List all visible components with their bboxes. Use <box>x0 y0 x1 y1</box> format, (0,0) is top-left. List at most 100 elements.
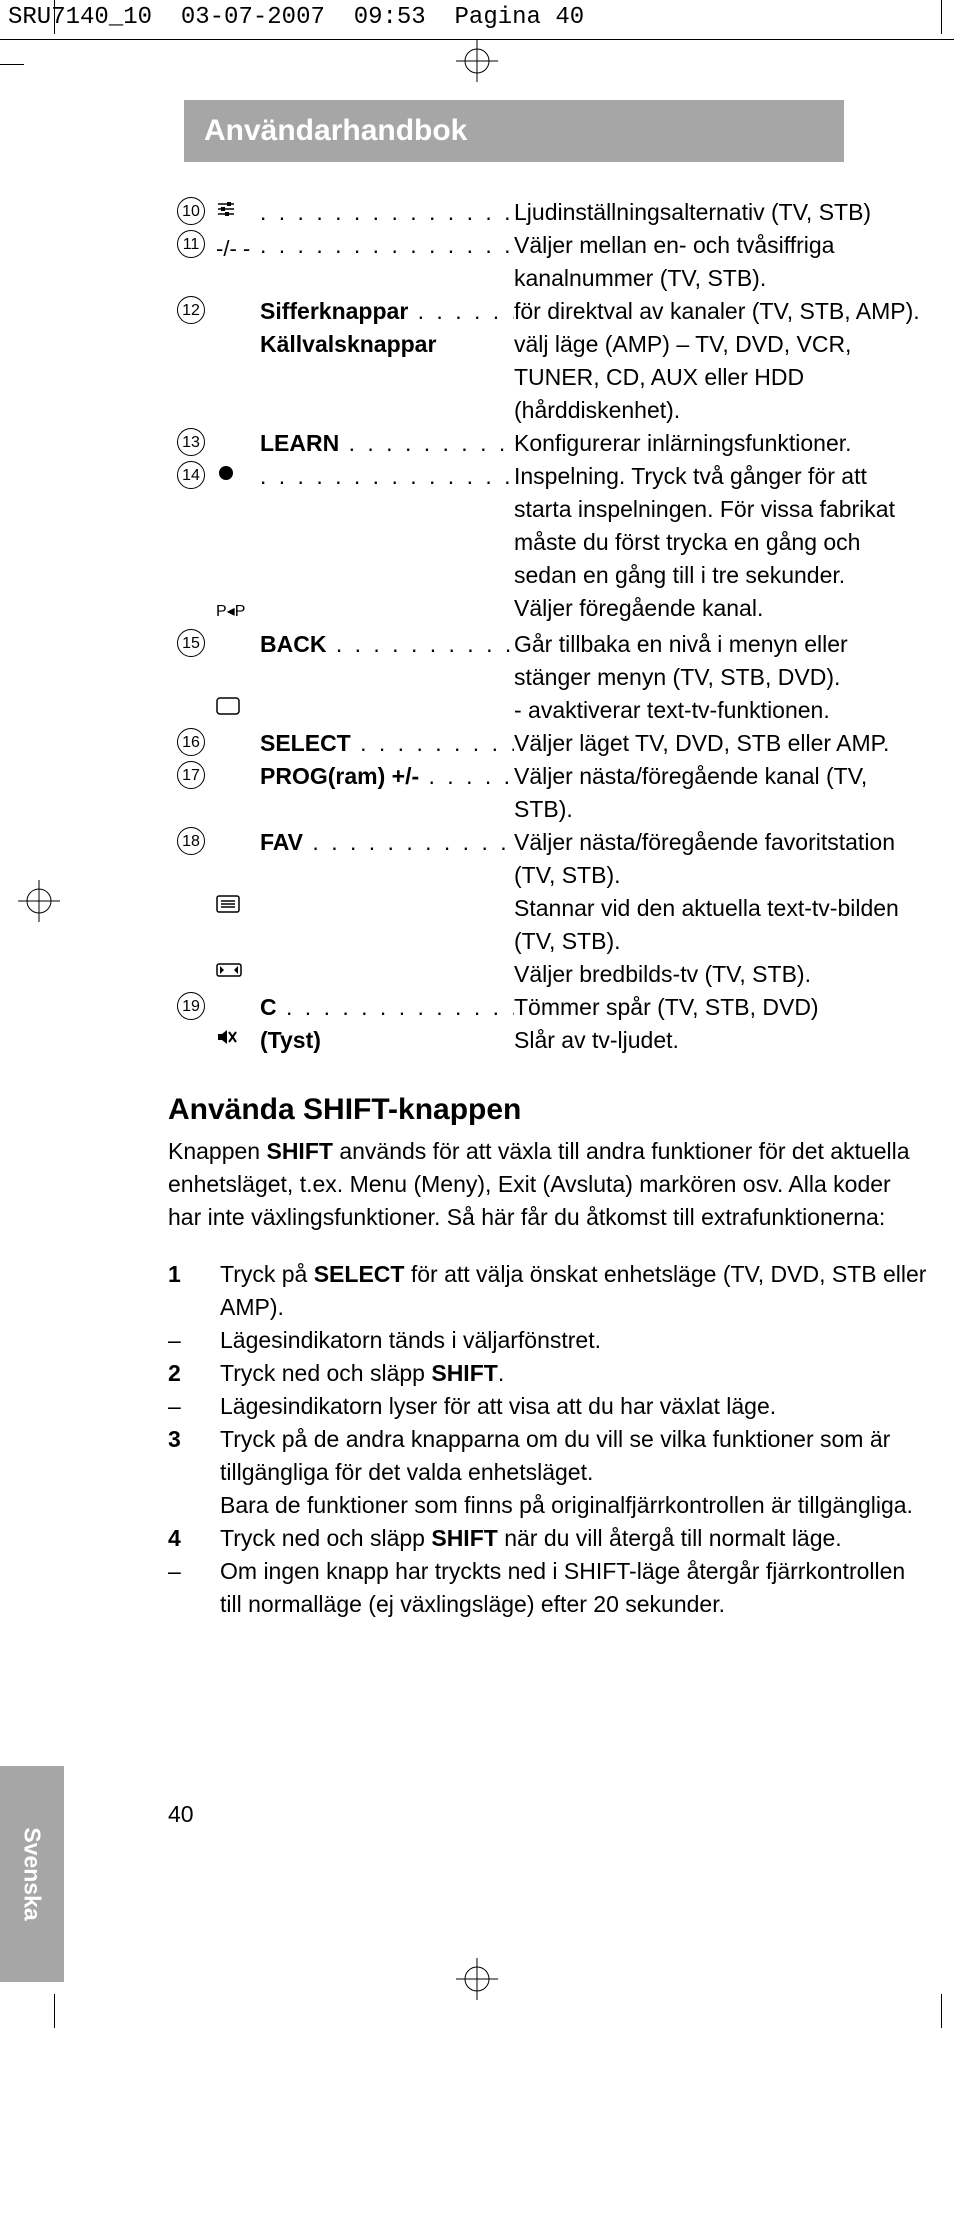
definition-desc: Väljer bredbilds-tv (TV, STB). <box>514 958 928 991</box>
definition-desc: Ljudinställningsalternativ (TV, STB) <box>514 196 928 229</box>
item-number: 19 <box>177 992 205 1020</box>
definition-row: Källvalsknapparvälj läge (AMP) – TV, DVD… <box>168 328 928 427</box>
step-marker: 3 <box>168 1423 220 1456</box>
definition-desc: Väljer mellan en- och tvåsiffriga kanaln… <box>514 229 928 295</box>
definition-row: 18 FAV . . . . . . . . . . . . . . . . . … <box>168 826 928 892</box>
definition-desc: Konfigurerar inlärningsfunktioner. <box>514 427 928 460</box>
definition-label: LEARN . . . . . . . . . . . . . . . . . … <box>260 427 514 460</box>
mute-icon <box>214 1024 260 1047</box>
definition-label: . . . . . . . . . . . . . . . . . . . . … <box>260 460 514 493</box>
definitions-list: 10 . . . . . . . . . . . . . . . . . . .… <box>168 196 928 1057</box>
definition-row: 17 PROG(ram) +/- . . . . . . . . . . . . … <box>168 760 928 826</box>
step-row: 1Tryck på SELECT för att välja önskat en… <box>168 1258 928 1324</box>
definition-row: 11-/- - . . . . . . . . . . . . . . . . … <box>168 229 928 295</box>
crop-mark <box>941 0 942 34</box>
icon-slot <box>214 295 260 298</box>
definition-desc: Väljer läget TV, DVD, STB eller AMP. <box>514 727 928 760</box>
step-text: Lägesindikatorn tänds i väljarfönstret. <box>220 1324 928 1357</box>
definition-label: SELECT . . . . . . . . . . . . . . . . .… <box>260 727 514 760</box>
definition-label: Sifferknappar . . . . . . . . . . . . . … <box>260 295 514 328</box>
definition-row: 13 LEARN . . . . . . . . . . . . . . . . … <box>168 427 928 460</box>
step-text: Tryck ned och släpp SHIFT när du vill åt… <box>220 1522 928 1555</box>
definition-row: 19 C . . . . . . . . . . . . . . . . . . … <box>168 991 928 1024</box>
step-text: Tryck på de andra knapparna om du vill s… <box>220 1423 928 1522</box>
definition-label: PROG(ram) +/- . . . . . . . . . . . . . … <box>260 760 514 793</box>
item-number: 15 <box>177 629 205 657</box>
registration-mark-top <box>456 40 498 82</box>
definition-label: Källvalsknappar <box>260 328 514 361</box>
definition-desc: Stannar vid den aktuella text-tv-bilden … <box>514 892 928 958</box>
definition-row: Väljer bredbilds-tv (TV, STB). <box>168 958 928 991</box>
step-marker: – <box>168 1390 220 1423</box>
definition-row: 12 Sifferknappar . . . . . . . . . . . . … <box>168 295 928 328</box>
crop-mark <box>54 1994 55 2028</box>
step-marker: 2 <box>168 1357 220 1390</box>
step-text: Lägesindikatorn lyser för att visa att d… <box>220 1390 928 1423</box>
crop-mark <box>0 64 24 65</box>
definition-row: P◂P Väljer föregående kanal. <box>168 592 928 628</box>
icon-slot <box>214 727 260 730</box>
definition-row: 15 BACK . . . . . . . . . . . . . . . . .… <box>168 628 928 694</box>
crop-mark <box>54 0 55 34</box>
step-marker: 1 <box>168 1258 220 1291</box>
step-marker: – <box>168 1555 220 1588</box>
item-number: 17 <box>177 761 205 789</box>
item-number: 12 <box>177 296 205 324</box>
step-text: Om ingen knapp har tryckts ned i SHIFT-l… <box>220 1555 928 1621</box>
step-marker: 4 <box>168 1522 220 1555</box>
definition-row: (Tyst)Slår av tv-ljudet. <box>168 1024 928 1057</box>
item-number: 18 <box>177 827 205 855</box>
page-number: 40 <box>168 1801 928 1828</box>
shift-section-title: Använda SHIFT-knappen <box>168 1093 928 1127</box>
definition-desc: Tömmer spår (TV, STB, DVD) <box>514 991 928 1024</box>
definition-label: . . . . . . . . . . . . . . . . . . . . … <box>260 229 514 262</box>
shift-intro: Knappen SHIFT används för att växla till… <box>168 1135 928 1234</box>
print-header: SRU7140_10 03-07-2007 09:53 Pagina 40 <box>0 0 954 40</box>
teletext-off-icon <box>214 694 260 715</box>
step-row: 2Tryck ned och släpp SHIFT. <box>168 1357 928 1390</box>
icon-slot <box>214 760 260 763</box>
section-header: Användarhandbok <box>184 100 844 162</box>
page-content: Användarhandbok 10 . . . . . . . . . . .… <box>168 100 928 2028</box>
definition-label: (Tyst) <box>260 1024 514 1057</box>
definition-row: 14 . . . . . . . . . . . . . . . . . . .… <box>168 460 928 592</box>
plus-digits-icon: -/- - <box>214 229 260 265</box>
step-row: 4Tryck ned och släpp SHIFT när du vill å… <box>168 1522 928 1555</box>
step-text: Tryck ned och släpp SHIFT. <box>220 1357 928 1390</box>
definition-desc: Väljer nästa/föregående kanal (TV, STB). <box>514 760 928 826</box>
widescreen-icon <box>214 958 260 979</box>
step-marker: – <box>168 1324 220 1357</box>
definition-label: C . . . . . . . . . . . . . . . . . . . … <box>260 991 514 1024</box>
item-number: 13 <box>177 428 205 456</box>
item-number: 16 <box>177 728 205 756</box>
definition-row: 16 SELECT . . . . . . . . . . . . . . . .… <box>168 727 928 760</box>
definition-desc: för direktval av kanaler (TV, STB, AMP). <box>514 295 928 328</box>
step-row: 3Tryck på de andra knapparna om du vill … <box>168 1423 928 1522</box>
definition-row: 10 . . . . . . . . . . . . . . . . . . .… <box>168 196 928 229</box>
record-dot-icon <box>214 460 260 483</box>
crop-mark <box>941 1994 942 2028</box>
definition-desc: Inspelning. Tryck två gånger för att sta… <box>514 460 928 592</box>
item-number: 14 <box>177 461 205 489</box>
definition-label: FAV . . . . . . . . . . . . . . . . . . … <box>260 826 514 859</box>
settings-sliders-icon <box>214 196 260 219</box>
step-text: Tryck på SELECT för att välja önskat enh… <box>220 1258 928 1324</box>
definition-row: Stannar vid den aktuella text-tv-bilden … <box>168 892 928 958</box>
definition-row: - avaktiverar text-tv-funktionen. <box>168 694 928 727</box>
prev-channel-icon: P◂P <box>214 592 260 628</box>
language-tab: Svenska <box>0 1766 64 1982</box>
registration-mark-left <box>18 880 60 922</box>
icon-slot <box>214 991 260 994</box>
definition-desc: Väljer nästa/föregående favoritstation (… <box>514 826 928 892</box>
definition-desc: Slår av tv-ljudet. <box>514 1024 928 1057</box>
definition-desc: Går tillbaka en nivå i menyn eller stäng… <box>514 628 928 694</box>
step-row: –Lägesindikatorn tänds i väljarfönstret. <box>168 1324 928 1357</box>
definition-desc: Väljer föregående kanal. <box>514 592 928 625</box>
item-number: 10 <box>177 197 205 225</box>
definition-desc: välj läge (AMP) – TV, DVD, VCR, TUNER, C… <box>514 328 928 427</box>
teletext-hold-icon <box>214 892 260 913</box>
step-row: –Om ingen knapp har tryckts ned i SHIFT-… <box>168 1555 928 1621</box>
steps-list: 1Tryck på SELECT för att välja önskat en… <box>168 1258 928 1621</box>
definition-label: BACK . . . . . . . . . . . . . . . . . .… <box>260 628 514 661</box>
icon-slot <box>214 628 260 631</box>
